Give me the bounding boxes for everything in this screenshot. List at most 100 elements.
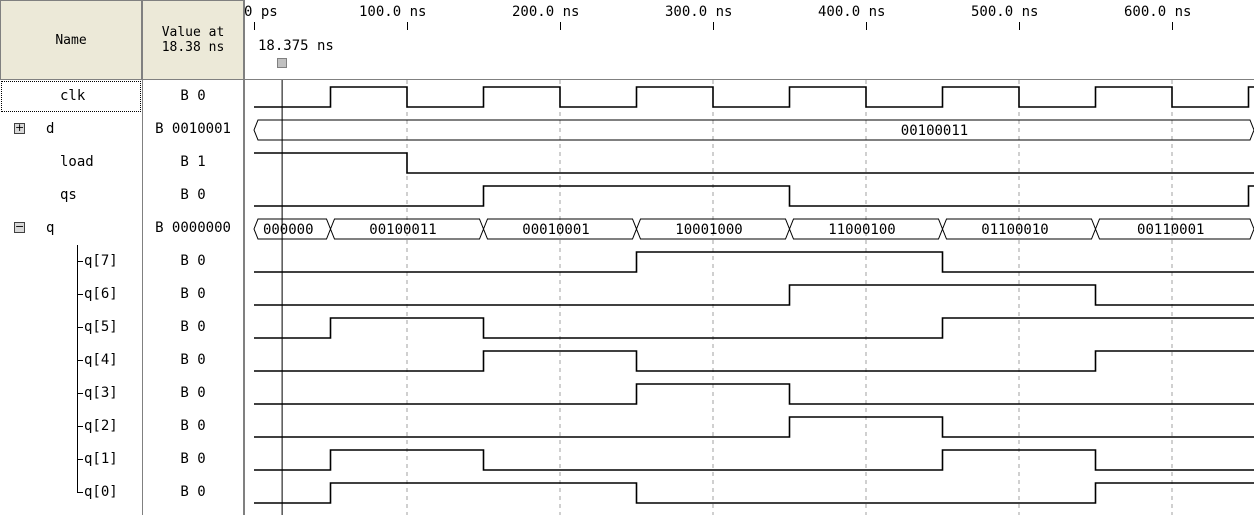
signal-name: q[5] — [84, 311, 118, 344]
waveform-q1 — [254, 450, 1254, 470]
signal-name-cell[interactable]: q[1] — [0, 443, 142, 476]
bus-value-label: 00010001 — [522, 222, 589, 238]
time-tick-label: 100.0 ns — [359, 4, 426, 20]
name-column-header[interactable]: Name — [0, 0, 142, 80]
waveform-load — [254, 153, 1254, 173]
time-tick-mark — [866, 22, 867, 30]
signal-name: d — [46, 113, 54, 146]
waveform-qs — [254, 186, 1254, 206]
collapse-icon[interactable]: − — [14, 222, 25, 233]
bus-value-label: 11000100 — [828, 222, 895, 238]
waveform-canvas: 00100011 000000 00100011 00010001 10001000 11… — [244, 80, 1254, 515]
time-tick-mark — [407, 22, 408, 30]
signal-name-cell[interactable]: load — [0, 146, 142, 179]
signal-row[interactable]: q[2] B 0 — [0, 410, 244, 443]
waveform-q3 — [254, 384, 1254, 404]
signal-value: B 0 — [142, 344, 244, 377]
bus-value-label: 10001000 — [675, 222, 742, 238]
signal-row[interactable]: q[0] B 0 — [0, 476, 244, 509]
signal-name: q[1] — [84, 443, 118, 476]
signal-row[interactable]: q[6]B 0 — [0, 278, 244, 311]
tree-line — [77, 245, 78, 492]
clk-waveform — [254, 87, 1254, 107]
name-column-label: Name — [55, 33, 86, 48]
signal-name: q[4] — [84, 344, 118, 377]
time-tick-mark — [1019, 22, 1020, 30]
signal-name-cell[interactable]: q[0] — [0, 476, 142, 509]
waveform-q0 — [254, 483, 1254, 503]
signal-row[interactable]: q[4] B 0 — [0, 344, 244, 377]
signal-name: clk — [60, 80, 85, 113]
waveform-pane[interactable]: 00100011 000000 00100011 00010001 10001000 11… — [244, 80, 1254, 515]
column-divider — [142, 80, 143, 515]
expand-icon[interactable]: + — [14, 123, 25, 134]
time-tick-mark — [560, 22, 561, 30]
waveform-q2 — [254, 417, 1254, 437]
waveform-q5 — [254, 318, 1254, 338]
signal-name: q[2] — [84, 410, 118, 443]
time-tick-label: 300.0 ns — [665, 4, 732, 20]
signal-value: B 0 — [142, 476, 244, 509]
signal-name: q[3] — [84, 377, 118, 410]
time-tick-mark — [1172, 22, 1173, 30]
signal-name-cell[interactable]: q[5] — [0, 311, 142, 344]
signal-row[interactable]: clk B 0 — [0, 80, 244, 113]
signal-value: B 0 — [142, 245, 244, 278]
time-tick-mark — [713, 22, 714, 30]
cursor-handle[interactable] — [277, 58, 287, 68]
bus-value-label: 00100011 — [369, 222, 436, 238]
time-tick-label: 200.0 ns — [512, 4, 579, 20]
signal-name-cell[interactable]: q[6] — [0, 278, 142, 311]
signal-value: B 0 — [142, 410, 244, 443]
time-tick-label: 0 ps — [244, 4, 278, 20]
signal-name-cell[interactable]: −q — [0, 212, 142, 245]
signal-row[interactable]: load B 1 — [0, 146, 244, 179]
signal-name-cell[interactable]: q[2] — [0, 410, 142, 443]
time-tick-label: 500.0 ns — [971, 4, 1038, 20]
value-column-label-line2: 18.38 ns — [162, 40, 225, 55]
signal-name-cell[interactable]: clk — [0, 80, 142, 113]
signal-name-cell[interactable]: qs — [0, 179, 142, 212]
signal-value: B 0 — [142, 443, 244, 476]
signal-value: B 0 — [142, 311, 244, 344]
signal-row[interactable]: q[5] B 0 — [0, 311, 244, 344]
bus-value-label: 000000 — [263, 222, 314, 238]
bus-segment — [254, 120, 1254, 140]
waveform-q7 — [254, 252, 1254, 272]
signal-name-cell[interactable]: q[3] — [0, 377, 142, 410]
signal-name-cell[interactable]: +d — [0, 113, 142, 146]
signal-value: B 0 — [142, 377, 244, 410]
signal-value: B 0000000 — [142, 212, 244, 245]
signal-value: B 1 — [142, 146, 244, 179]
signal-name: qs — [60, 179, 77, 212]
signal-row[interactable]: qs B 0 — [0, 179, 244, 212]
signal-value: B 0 — [142, 179, 244, 212]
time-tick-mark — [254, 22, 255, 30]
signal-row[interactable]: q[3] B 0 — [0, 377, 244, 410]
signal-name: q[7] — [84, 245, 118, 278]
signal-name-cell[interactable]: q[4] — [0, 344, 142, 377]
bus-value-label: 00110001 — [1137, 222, 1204, 238]
signal-row[interactable]: q[7] B 0 — [0, 245, 244, 278]
time-tick-label: 600.0 ns — [1124, 4, 1191, 20]
signal-row[interactable]: q[1] B 0 — [0, 443, 244, 476]
signal-name: load — [60, 146, 94, 179]
signal-name: q[6] — [84, 278, 118, 311]
signal-value: B 0 — [142, 80, 244, 113]
value-column-header[interactable]: Value at 18.38 ns — [142, 0, 244, 80]
signal-name: q — [46, 212, 54, 245]
tree-connector — [77, 492, 83, 493]
time-tick-label: 400.0 ns — [818, 4, 885, 20]
bus-value-label: 00100011 — [901, 123, 968, 139]
waveform-q6 — [254, 285, 1254, 305]
signal-name: q[0] — [84, 476, 118, 509]
signal-value: B 0010001 — [142, 113, 244, 146]
signal-name-cell[interactable]: q[7] — [0, 245, 142, 278]
waveform-q4 — [254, 351, 1254, 371]
value-column-label-line1: Value at — [162, 25, 225, 40]
bus-value-label: 01100010 — [981, 222, 1048, 238]
